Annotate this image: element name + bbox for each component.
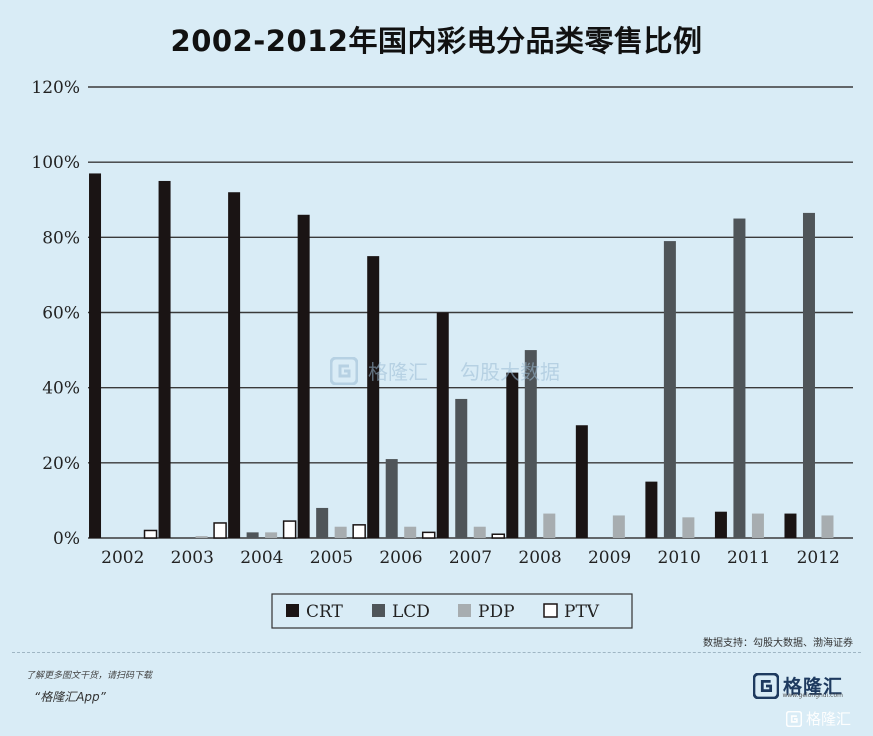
divider	[12, 652, 861, 653]
x-tick-label: 2012	[797, 548, 840, 568]
watermark: 格隆汇 勾股大数据	[330, 356, 560, 385]
x-tick-label: 2011	[727, 548, 770, 568]
y-tick-label: 120%	[31, 78, 80, 98]
bar-crt-2010	[645, 481, 658, 538]
x-tick-label: 2009	[588, 548, 631, 568]
legend-swatch-lcd	[372, 604, 385, 617]
qr-note: 了解更多图文干货，请扫码下载	[26, 671, 153, 681]
gelonghui-logo-icon	[330, 356, 358, 385]
watermark-partner: 勾股大数据	[460, 360, 560, 384]
brand-url: www.gelonghui.com	[782, 692, 843, 699]
bar-ptv-2005	[352, 524, 366, 539]
x-tick-label: 2010	[658, 548, 701, 568]
brand-logo: 格隆汇	[752, 672, 843, 699]
bar-crt-2005	[297, 214, 310, 539]
x-tick-label: 2002	[101, 548, 144, 568]
watermark-brand: 格隆汇	[368, 360, 428, 384]
bar-lcd-2006	[385, 459, 398, 538]
gelonghui-logo-icon	[752, 672, 779, 699]
legend-label-pdp: PDP	[478, 602, 515, 622]
app-name: “格隆汇App”	[34, 690, 106, 704]
bar-pdp-2010	[682, 517, 695, 538]
x-tick-label: 2003	[171, 548, 214, 568]
bar-lcd-2011	[733, 218, 746, 538]
footer-watermark-text: 格隆汇	[805, 710, 851, 728]
bar-crt-2009	[575, 425, 588, 538]
y-tick-label: 20%	[42, 454, 80, 474]
legend-swatch-pdp	[458, 604, 471, 617]
bar-lcd-2012	[802, 212, 815, 538]
legend-swatch-crt	[286, 604, 299, 617]
chart-title: 2002-2012年国内彩电分品类零售比例	[170, 24, 703, 58]
x-tick-label: 2007	[449, 548, 492, 568]
legend-label-crt: CRT	[306, 602, 344, 622]
footer-watermark: 格隆汇	[785, 708, 851, 729]
bar-crt-2002	[89, 173, 102, 539]
bar-pdp-2011	[751, 513, 764, 538]
x-tick-label: 2005	[310, 548, 353, 568]
bar-lcd-2008	[524, 350, 537, 538]
bar-pdp-2006	[404, 526, 417, 538]
bar-lcd-2005	[316, 507, 329, 538]
y-tick-label: 60%	[42, 304, 80, 324]
x-tick-label: 2008	[518, 548, 561, 568]
bar-crt-2012	[784, 513, 797, 538]
bar-pdp-2003	[195, 536, 208, 538]
bar-crt-2006	[367, 256, 380, 538]
bar-crt-2004	[228, 192, 241, 538]
bar-pdp-2012	[821, 515, 834, 538]
bar-lcd-2004	[246, 532, 259, 538]
bar-pdp-2005	[334, 526, 347, 538]
bar-crt-2011	[714, 511, 727, 538]
bar-lcd-2007	[455, 398, 468, 538]
legend-label-ptv: PTV	[564, 602, 600, 622]
bar-ptv-2007	[491, 533, 505, 539]
y-tick-label: 0%	[53, 529, 80, 549]
bar-pdp-2004	[265, 532, 278, 538]
bar-ptv-2002	[143, 529, 158, 539]
legend-label-lcd: LCD	[392, 602, 430, 622]
gelonghui-logo-icon	[785, 710, 802, 727]
bar-chart: 0% 20% 40% 60% 80% 100% 120% 2002 2003 2004 2005 20…	[31, 78, 853, 629]
y-tick-label: 40%	[42, 379, 80, 399]
x-tick-label: 2006	[379, 548, 422, 568]
data-source: 数据支持：勾股大数据、渤海证券	[703, 638, 853, 649]
bar-crt-2008	[506, 372, 519, 538]
bar-ptv-2004	[282, 520, 297, 539]
legend-swatch-ptv	[543, 603, 558, 618]
brand-name: 格隆汇	[782, 676, 843, 698]
y-tick-label: 100%	[31, 153, 80, 173]
bar-ptv-2006	[421, 531, 436, 539]
bar-ptv-2003	[213, 522, 227, 539]
bar-lcd-2010	[663, 241, 676, 538]
bar-pdp-2009	[612, 515, 625, 538]
x-tick-label: 2004	[240, 548, 283, 568]
legend	[271, 593, 633, 629]
bar-pdp-2007	[473, 526, 486, 538]
y-tick-label: 80%	[42, 228, 80, 248]
bar-crt-2003	[158, 180, 171, 538]
bar-pdp-2008	[543, 513, 556, 538]
bar-crt-2007	[436, 312, 449, 538]
